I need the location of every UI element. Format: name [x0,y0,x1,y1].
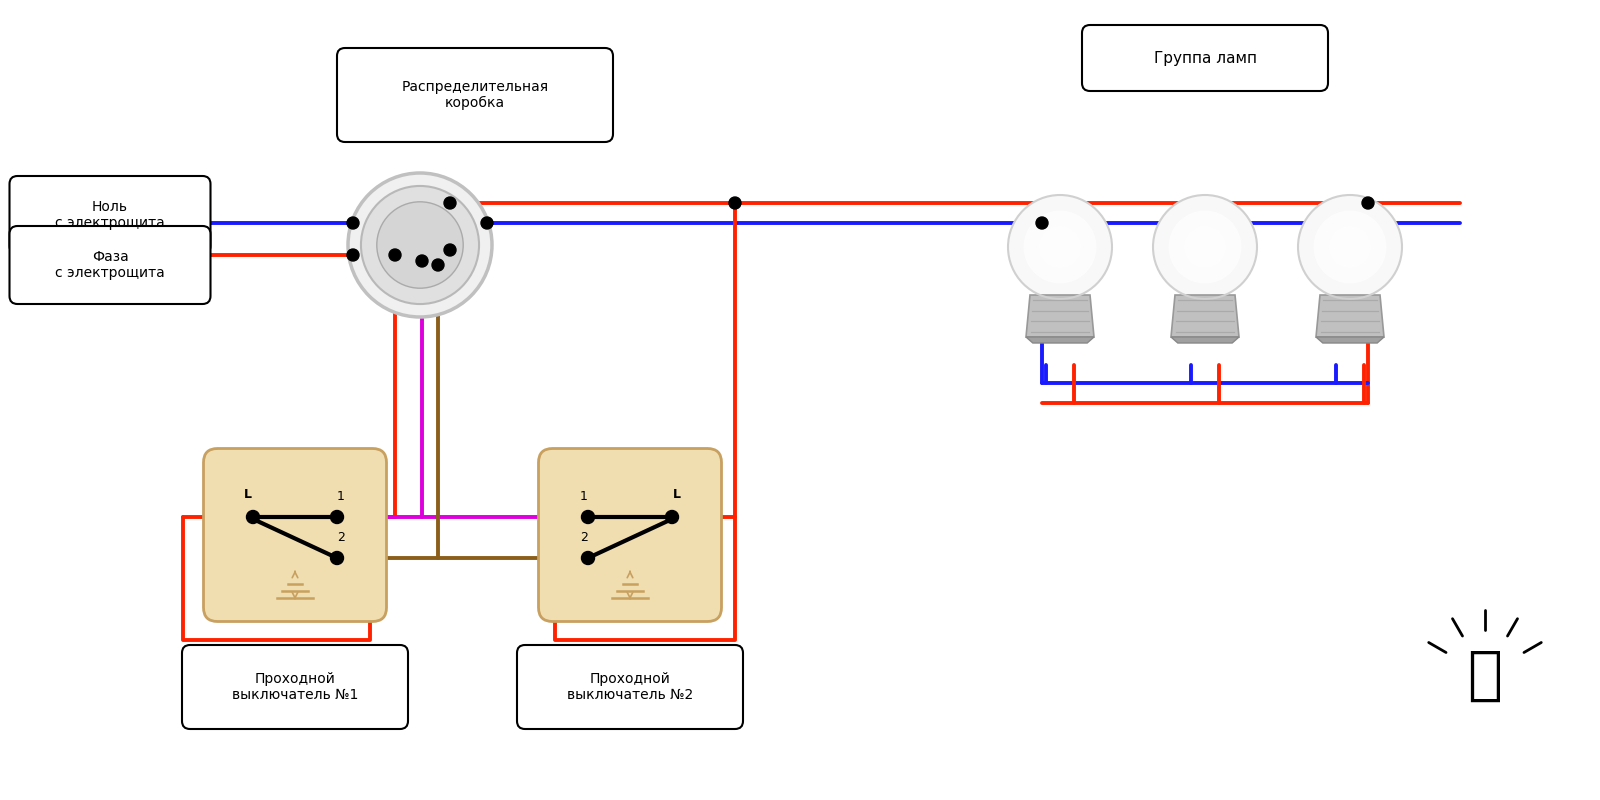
FancyBboxPatch shape [539,449,722,622]
Circle shape [347,217,358,229]
Circle shape [445,244,456,256]
FancyBboxPatch shape [203,449,387,622]
Circle shape [389,249,402,261]
Circle shape [331,551,344,565]
FancyBboxPatch shape [182,645,408,729]
Text: L: L [674,488,682,501]
Circle shape [482,217,493,229]
Polygon shape [1026,295,1094,337]
Circle shape [581,510,595,523]
Circle shape [666,510,678,523]
Circle shape [1314,210,1386,283]
Circle shape [416,255,429,267]
Circle shape [1040,226,1082,268]
Text: Распределительная
коробка: Распределительная коробка [402,80,549,110]
Circle shape [1008,195,1112,299]
Circle shape [331,510,344,523]
Circle shape [1330,226,1371,268]
Text: 1: 1 [581,490,587,503]
Polygon shape [1171,337,1238,343]
Circle shape [246,510,259,523]
Text: Группа ламп: Группа ламп [1154,50,1256,66]
Polygon shape [1171,295,1238,337]
Circle shape [1168,210,1242,283]
Circle shape [1037,217,1048,229]
Polygon shape [1315,337,1384,343]
FancyBboxPatch shape [10,226,211,304]
Text: Фаза
с электрощита: Фаза с электрощита [54,250,165,280]
Text: 🤞: 🤞 [1467,646,1502,703]
Polygon shape [1315,295,1384,337]
Circle shape [445,197,456,209]
Circle shape [347,249,358,261]
Circle shape [362,186,478,304]
Text: L: L [245,488,253,501]
FancyBboxPatch shape [1082,25,1328,91]
Circle shape [1362,197,1374,209]
Text: 1: 1 [338,490,346,503]
FancyBboxPatch shape [338,48,613,142]
Polygon shape [1026,337,1094,343]
Text: Проходной
выключатель №2: Проходной выключатель №2 [566,672,693,702]
Circle shape [1154,195,1258,299]
FancyBboxPatch shape [10,176,211,254]
Circle shape [432,259,445,271]
Circle shape [378,202,464,288]
Circle shape [581,551,595,565]
Text: 2: 2 [581,531,587,544]
Circle shape [1184,226,1226,268]
Circle shape [349,173,493,317]
Circle shape [1298,195,1402,299]
Text: 2: 2 [338,531,346,544]
Text: Ноль
с электрощита: Ноль с электрощита [54,200,165,230]
Circle shape [1024,210,1096,283]
Circle shape [730,197,741,209]
Text: Проходной
выключатель №1: Проходной выключатель №1 [232,672,358,702]
FancyBboxPatch shape [517,645,742,729]
